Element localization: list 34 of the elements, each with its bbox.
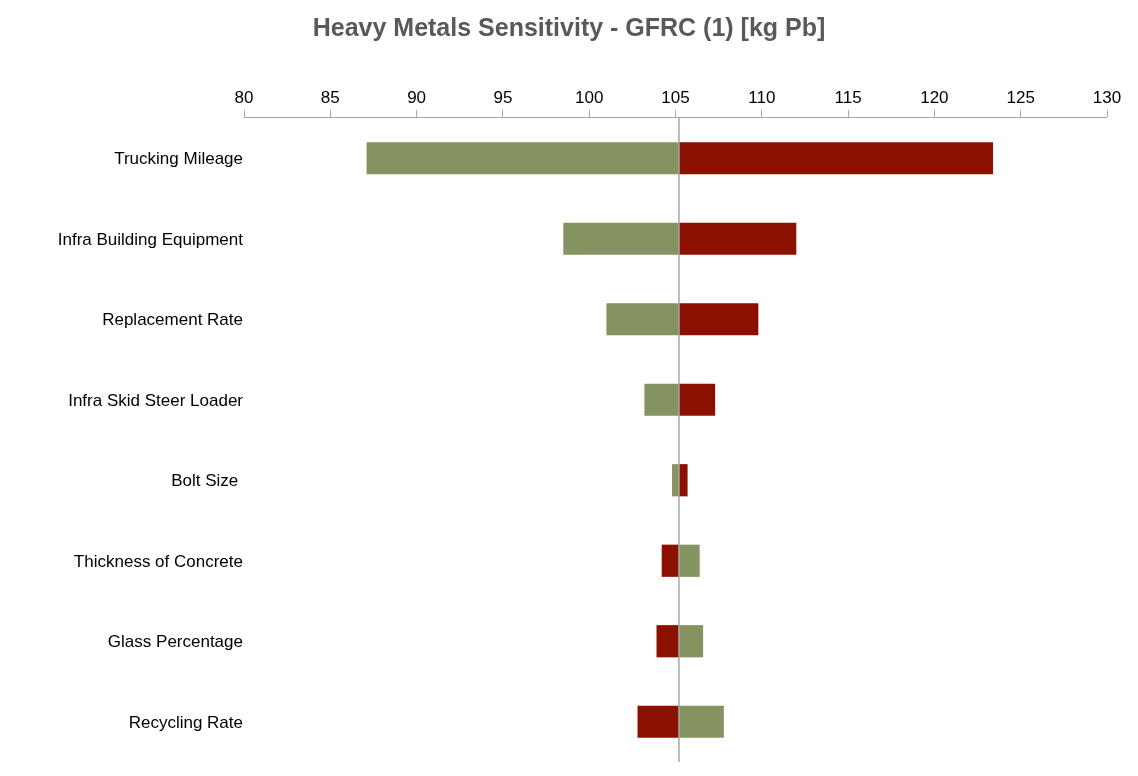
bar [563,222,679,255]
bar [656,625,679,658]
bar [678,544,700,577]
bar [678,705,724,738]
bar [661,544,679,577]
bar [678,222,797,255]
bar [644,383,679,416]
x-tick-label: 110 [748,88,776,108]
x-tick-label: 85 [320,88,340,108]
chart-title: Heavy Metals Sensitivity - GFRC (1) [kg Pb] [312,12,826,41]
bar [637,705,679,738]
y-tick-label: Trucking Mileage [114,149,243,169]
y-tick-label: Thickness of Concrete [73,551,243,571]
y-tick-label: Replacement Rate [102,310,243,330]
y-tick-label: Recycling Rate [128,712,243,732]
x-tick-label: 125 [1006,88,1035,108]
y-tick-label: Glass Percentage [107,632,243,652]
bar [606,303,679,336]
bar [678,383,716,416]
bar [678,625,704,658]
y-tick-label: Infra Building Equipment [57,229,244,249]
x-tick-label: 120 [920,88,949,108]
x-tick-label: 100 [575,88,604,108]
y-tick-label: Infra Skid Steer Loader [68,390,244,410]
x-tick-label: 95 [493,88,513,108]
x-tick-label: 90 [407,88,427,108]
y-tick-label: Bolt Size [171,471,243,491]
x-tick-label: 105 [661,88,690,108]
bar [366,142,679,175]
bar [678,303,759,336]
bar [678,142,994,175]
x-tick-label: 115 [834,88,862,108]
x-tick-label: 130 [1092,88,1122,108]
x-tick-label: 80 [234,88,254,108]
